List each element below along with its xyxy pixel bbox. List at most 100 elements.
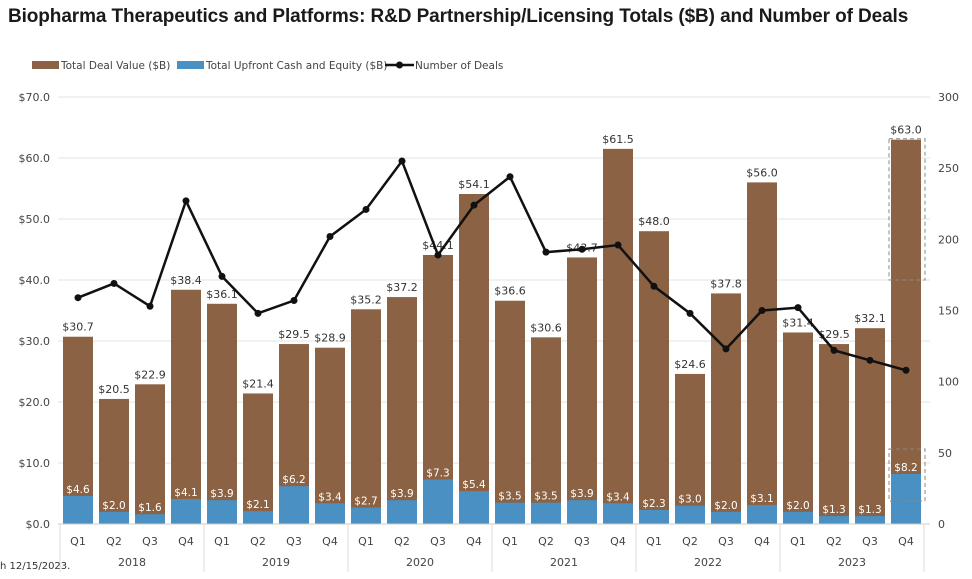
highlight-box-upfront bbox=[888, 448, 926, 502]
data-label-total: $30.7 bbox=[62, 321, 94, 334]
y-tick-label: $30.0 bbox=[19, 335, 51, 348]
bar-total-deal-value bbox=[135, 384, 165, 524]
data-label-total: $32.1 bbox=[854, 312, 886, 325]
data-label-total: $54.1 bbox=[458, 178, 490, 191]
year-label: 2022 bbox=[694, 556, 722, 569]
deals-line bbox=[77, 158, 907, 372]
y2-tick-label: 50 bbox=[938, 447, 952, 460]
y2-tick-label: 200 bbox=[938, 233, 959, 246]
bar-total-deal-value bbox=[459, 193, 489, 525]
data-label-upfront: $7.3 bbox=[426, 467, 449, 479]
data-label-upfront: $4.1 bbox=[174, 487, 197, 499]
data-label-upfront: $3.9 bbox=[210, 488, 233, 500]
deals-point bbox=[326, 232, 334, 240]
x-tick-label: Q1 bbox=[214, 535, 230, 548]
x-tick-label: Q2 bbox=[394, 535, 410, 548]
data-label-total: $21.4 bbox=[242, 377, 274, 390]
legend-label: Number of Deals bbox=[415, 60, 503, 72]
y-tick-label: $40.0 bbox=[19, 274, 51, 287]
bar-upfront-cash bbox=[819, 516, 849, 524]
y2-tick-label: 100 bbox=[938, 376, 959, 389]
data-label-upfront: $3.4 bbox=[318, 491, 342, 503]
deals-point bbox=[866, 356, 874, 364]
bar-upfront-cash bbox=[459, 491, 489, 524]
bar-total-deal-value bbox=[675, 373, 705, 524]
data-label-upfront: $6.2 bbox=[282, 474, 305, 486]
bar-upfront-cash bbox=[243, 511, 273, 524]
x-tick-label: Q2 bbox=[826, 535, 842, 548]
deals-point bbox=[722, 345, 730, 353]
data-label-upfront: $2.0 bbox=[786, 500, 809, 512]
bar-total-deal-value bbox=[711, 293, 741, 524]
data-label-upfront: $3.9 bbox=[390, 488, 413, 500]
data-label-upfront: $5.4 bbox=[462, 479, 486, 491]
data-label-total: $61.5 bbox=[602, 133, 634, 146]
data-label-total: $29.5 bbox=[818, 328, 850, 341]
deals-point bbox=[686, 309, 694, 317]
deals-point bbox=[470, 201, 478, 209]
x-tick-label: Q1 bbox=[646, 535, 662, 548]
data-label-upfront: $3.5 bbox=[534, 491, 557, 503]
bar-upfront-cash bbox=[387, 500, 417, 524]
data-label-upfront: $2.3 bbox=[642, 498, 665, 510]
bar-upfront-cash bbox=[783, 511, 813, 524]
bar-total-deal-value bbox=[243, 393, 273, 524]
bar-upfront-cash bbox=[675, 505, 705, 524]
data-label-total: $37.8 bbox=[710, 277, 742, 290]
deals-point bbox=[794, 304, 802, 312]
bar-upfront-cash bbox=[639, 509, 669, 524]
footnote: h 12/15/2023. bbox=[0, 561, 71, 572]
y-tick-label: $0.0 bbox=[26, 518, 51, 531]
data-label-total: $24.6 bbox=[674, 358, 706, 371]
bar-upfront-cash bbox=[891, 473, 921, 524]
data-label-total: $56.0 bbox=[746, 166, 778, 179]
legend-swatch bbox=[177, 61, 204, 69]
bar-total-deal-value bbox=[387, 297, 417, 524]
year-label: 2021 bbox=[550, 556, 578, 569]
x-tick-label: Q4 bbox=[466, 535, 482, 548]
data-label-upfront: $3.4 bbox=[606, 491, 630, 503]
bar-upfront-cash bbox=[351, 507, 381, 524]
bar-upfront-cash bbox=[135, 514, 165, 524]
data-label-total: $38.4 bbox=[170, 274, 202, 287]
x-tick-label: Q1 bbox=[790, 535, 806, 548]
x-tick-label: Q4 bbox=[754, 535, 770, 548]
data-label-total: $36.6 bbox=[494, 285, 526, 298]
data-label-total: $30.6 bbox=[530, 321, 562, 334]
deals-point bbox=[650, 282, 658, 290]
deals-point bbox=[614, 241, 622, 249]
y-tick-label: $60.0 bbox=[19, 152, 51, 165]
y2-tick-label: 150 bbox=[938, 305, 959, 318]
deals-point bbox=[542, 248, 550, 256]
deals-point bbox=[110, 279, 118, 287]
y-tick-label: $70.0 bbox=[19, 91, 51, 104]
x-tick-label: Q3 bbox=[286, 535, 302, 548]
deals-point bbox=[506, 173, 514, 181]
x-tick-label: Q2 bbox=[682, 535, 698, 548]
x-tick-label: Q3 bbox=[142, 535, 158, 548]
year-label: 2019 bbox=[262, 556, 290, 569]
bar-upfront-cash bbox=[495, 502, 525, 524]
deals-point bbox=[182, 197, 190, 205]
x-tick-label: Q4 bbox=[610, 535, 626, 548]
bar-total-deal-value bbox=[603, 148, 633, 524]
y-tick-label: $10.0 bbox=[19, 457, 51, 470]
deals-point bbox=[398, 157, 406, 165]
data-label-total: $37.2 bbox=[386, 281, 418, 294]
year-label: 2023 bbox=[838, 556, 866, 569]
data-label-upfront: $1.6 bbox=[138, 502, 162, 514]
data-label-total: $35.2 bbox=[350, 293, 382, 306]
bar-total-deal-value bbox=[315, 347, 345, 524]
x-tick-label: Q1 bbox=[358, 535, 374, 548]
data-label-total: $36.1 bbox=[206, 288, 238, 301]
bar-upfront-cash bbox=[603, 503, 633, 524]
data-label-upfront: $1.3 bbox=[858, 504, 881, 516]
data-label-total: $20.5 bbox=[98, 383, 130, 396]
deals-point bbox=[290, 297, 298, 305]
legend-label: Total Upfront Cash and Equity ($B) bbox=[205, 60, 387, 72]
bar-total-deal-value bbox=[495, 300, 525, 524]
bar-total-deal-value bbox=[63, 336, 93, 524]
highlight-box-total bbox=[888, 138, 926, 281]
